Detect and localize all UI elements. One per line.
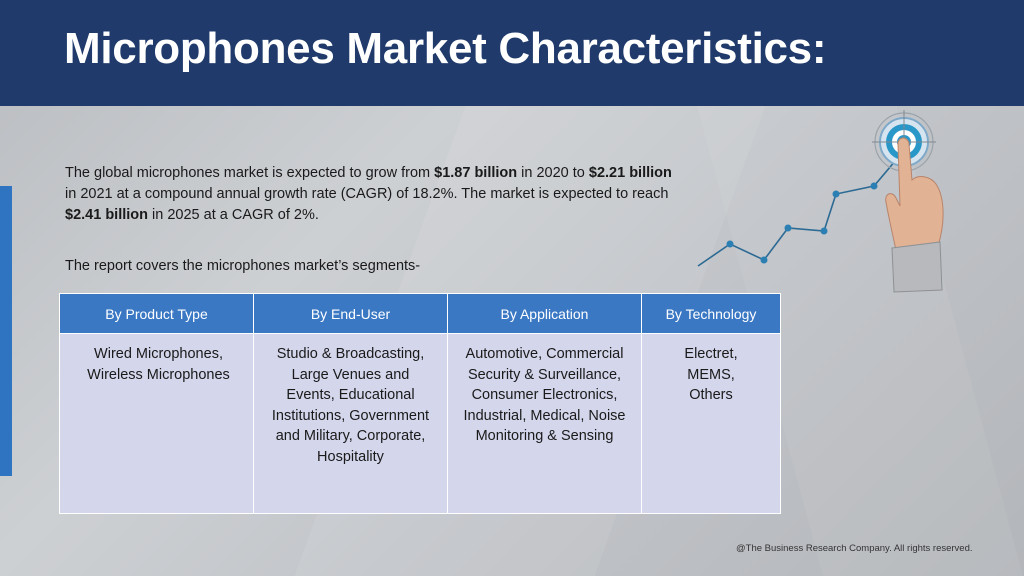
growth-point [726, 240, 734, 248]
growth-point [760, 256, 768, 264]
table-header-row: By Product Type By End-User By Applicati… [59, 293, 781, 334]
intro-value-2020: $1.87 billion [434, 165, 518, 181]
intro-text: in 2020 to [517, 165, 589, 181]
growth-line [697, 159, 897, 267]
growth-line-graphic [697, 110, 944, 293]
growth-point [820, 227, 828, 235]
intro-text: in 2021 at a compound annual growth rate… [65, 186, 669, 202]
page-title: Microphones Market Characteristics: [64, 24, 827, 73]
header-technology: By Technology [641, 293, 781, 334]
intro-text: The global microphones market is expecte… [65, 165, 435, 181]
title-bar: Microphones Market Characteristics: [0, 0, 1024, 106]
copyright-footer: @The Business Research Company. All righ… [736, 543, 973, 554]
growth-point [832, 190, 840, 198]
pointing-hand-icon [885, 137, 944, 293]
growth-point [784, 224, 792, 232]
growth-point [870, 182, 878, 190]
segments-intro: The report covers the microphones market… [65, 258, 421, 274]
cell-application: Automotive, Commercial Security & Survei… [447, 333, 642, 514]
intro-value-2021: $2.21 billion [588, 165, 672, 181]
segments-table: By Product Type By End-User By Applicati… [59, 293, 781, 514]
header-product-type: By Product Type [59, 293, 254, 334]
cell-end-user: Studio & Broadcasting, Large Venues and … [253, 333, 448, 514]
header-application: By Application [447, 293, 642, 334]
left-accent-bar [0, 186, 12, 476]
intro-text: in 2025 at a CAGR of 2%. [148, 207, 319, 223]
intro-value-2025: $2.41 billion [65, 207, 148, 223]
cell-technology: Electret, MEMS, Others [641, 333, 781, 514]
cell-product-type: Wired Microphones, Wireless Microphones [59, 333, 254, 514]
table-row: Wired Microphones, Wireless Microphones … [59, 333, 781, 514]
header-end-user: By End-User [253, 293, 448, 334]
intro-paragraph: The global microphones market is expecte… [65, 163, 685, 226]
